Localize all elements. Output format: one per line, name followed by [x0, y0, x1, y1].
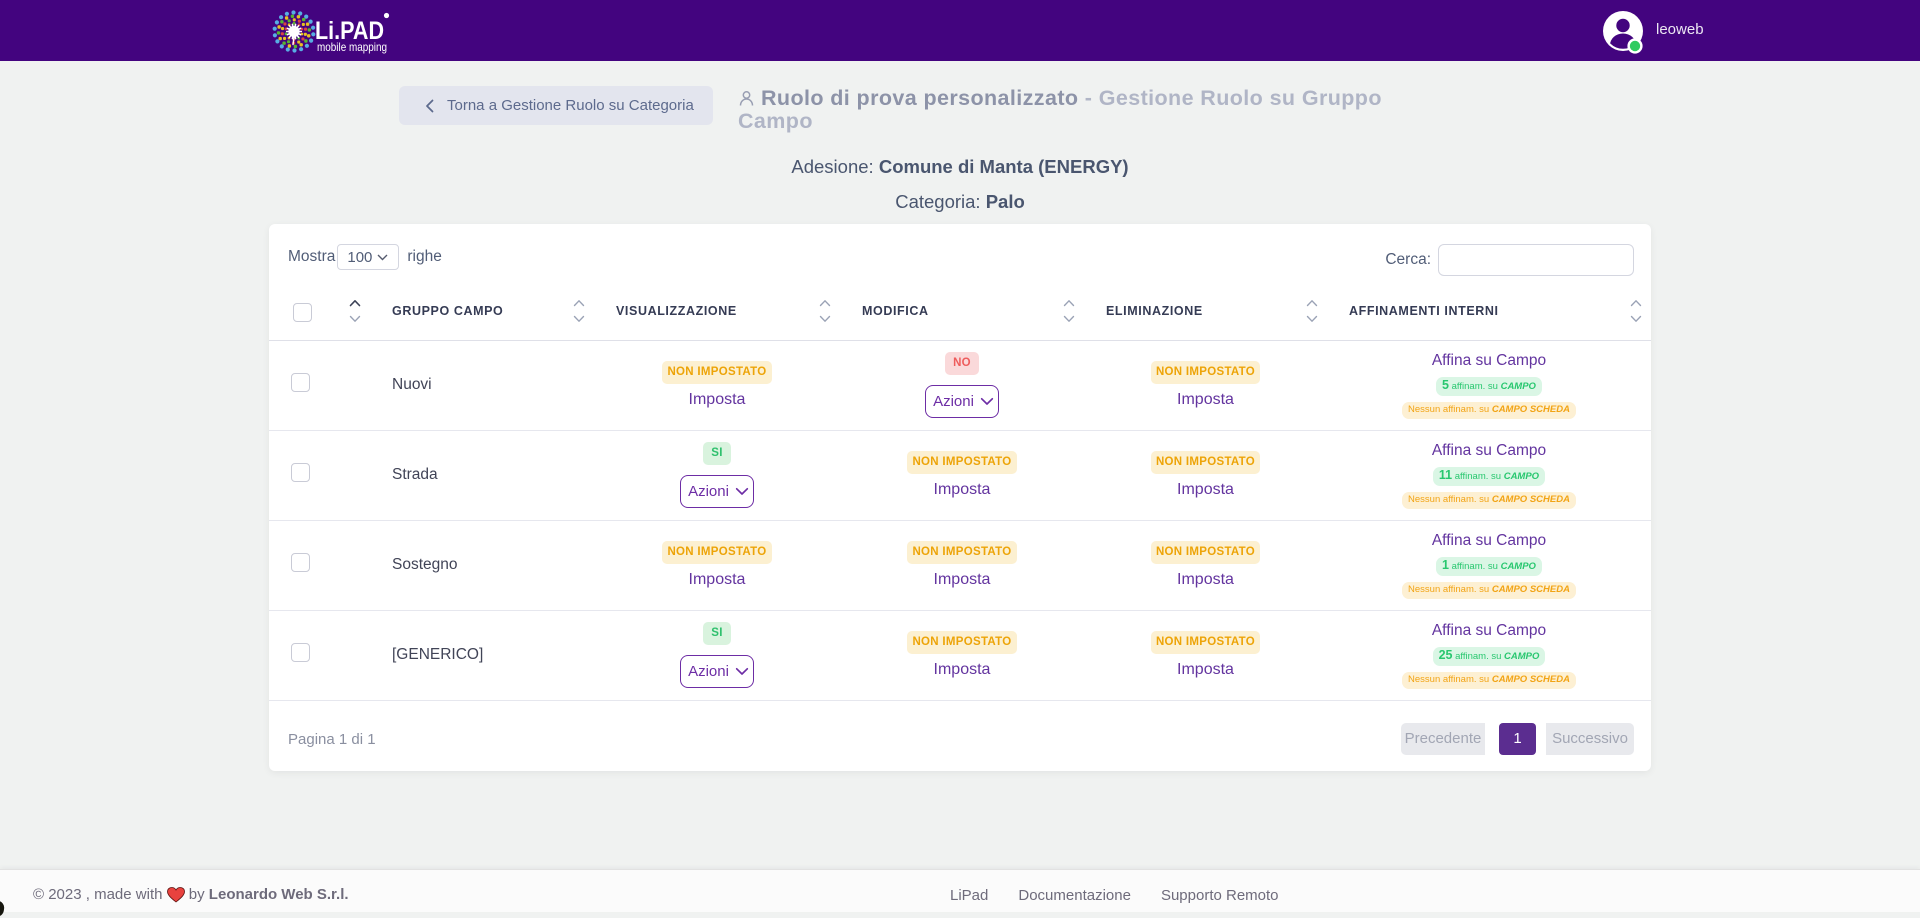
- svg-text:mobile mapping: mobile mapping: [317, 40, 387, 54]
- svg-text:Li.PAD: Li.PAD: [315, 17, 384, 45]
